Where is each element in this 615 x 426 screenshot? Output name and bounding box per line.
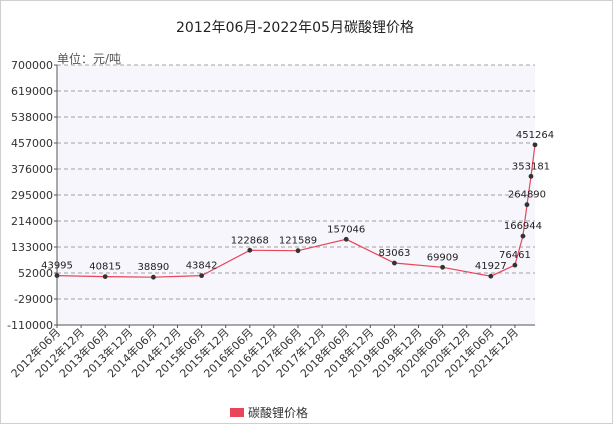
chart-title: 2012年06月-2022年05月碳酸锂价格 (176, 20, 414, 36)
data-label: 166944 (504, 221, 542, 232)
axes (56, 65, 535, 326)
data-point (532, 142, 538, 148)
data-label: 69909 (427, 252, 459, 263)
data-point (488, 273, 494, 279)
data-markers (54, 142, 538, 280)
y-tick-label: -29000 (14, 293, 53, 306)
y-tick-label: 214000 (11, 215, 53, 228)
y-tick-label: 538000 (11, 111, 53, 124)
data-point (512, 262, 518, 268)
y-tick-label: 700000 (11, 59, 53, 72)
data-point (199, 273, 205, 279)
data-label: 451264 (516, 130, 554, 141)
unit-label: 单位：元/吨 (57, 51, 121, 66)
data-labels: 43995 40815 38890 43842 122868 121589 157046 83… (41, 130, 554, 273)
data-label: 43842 (186, 261, 218, 272)
data-label: 157046 (327, 224, 365, 235)
data-label: 353181 (512, 161, 550, 172)
data-label: 38890 (137, 262, 169, 273)
data-label: 76461 (499, 250, 531, 261)
y-tick-label: 376000 (11, 163, 53, 176)
data-point (392, 260, 397, 266)
data-point (247, 247, 253, 253)
y-tick-label: 457000 (11, 137, 53, 150)
y-tick-label: 295000 (11, 189, 53, 202)
legend: 碳酸锂价格 (230, 405, 308, 420)
data-label: 41927 (475, 261, 507, 272)
y-tick-label: 619000 (11, 85, 53, 98)
y-tick-label: 52000 (18, 267, 53, 280)
data-point (440, 264, 446, 270)
data-label: 40815 (89, 262, 121, 273)
grid-lines (57, 64, 535, 300)
x-axis-ticks: 2012年06月2012年12月2013年06月2013年12月2014年06月… (8, 325, 521, 380)
y-tick-label: -110000 (7, 319, 53, 332)
legend-swatch (230, 408, 244, 417)
data-point (520, 233, 526, 239)
y-axis-ticks: 700000 619000 538000 457000 376000 295000 2140… (7, 59, 57, 332)
data-label: 264890 (508, 190, 546, 201)
data-point (295, 248, 301, 254)
data-label: 121589 (279, 236, 317, 247)
data-label: 43995 (41, 261, 73, 272)
data-point (151, 274, 156, 280)
data-point (102, 274, 108, 279)
data-label: 83063 (379, 248, 411, 259)
y-tick-label: 133000 (11, 241, 53, 254)
data-point (524, 202, 530, 208)
data-label: 122868 (231, 235, 269, 246)
legend-label: 碳酸锂价格 (248, 405, 308, 420)
data-point (54, 273, 60, 278)
data-point (343, 236, 349, 242)
data-point (528, 173, 534, 179)
